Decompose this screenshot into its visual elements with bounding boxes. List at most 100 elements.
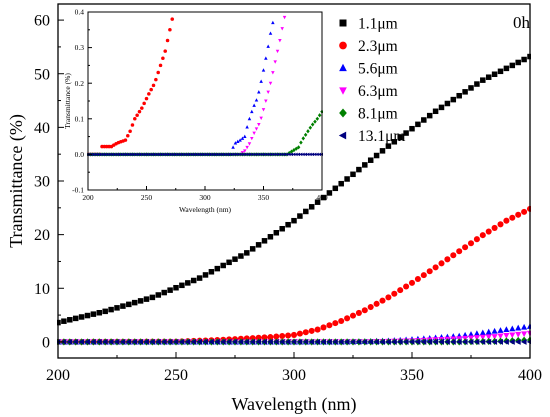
inset-point-6-3m: [254, 127, 259, 131]
main-point-1-1m: [67, 317, 73, 323]
main-point-2-3m: [379, 297, 386, 304]
main-point-13-1m: [101, 338, 108, 345]
inset-point-13-1m: [238, 152, 242, 157]
main-point-13-1m: [503, 338, 509, 345]
main-point-1-1m: [131, 299, 138, 306]
main-point-13-1m: [249, 338, 256, 345]
inset-point-13-1m: [165, 152, 169, 157]
main-point-2-3m: [391, 290, 398, 297]
legend-label: 6.3μm: [358, 83, 398, 100]
main-point-2-3m: [385, 294, 392, 301]
main-point-2-3m: [255, 334, 262, 341]
inset-point-13-1m: [139, 152, 144, 157]
main-point-2-3m: [290, 331, 298, 338]
inset-point-6-3m: [266, 90, 270, 95]
inset-point-5-6m: [252, 103, 256, 107]
inset-point-13-1m: [287, 152, 291, 157]
inset-point-13-1m: [132, 152, 137, 157]
main-point-13-1m: [178, 338, 185, 345]
inset-point-13-1m: [114, 152, 118, 157]
main-point-13-1m: [166, 338, 173, 345]
inset-point-13-1m: [151, 152, 155, 157]
inset-point-13-1m: [203, 152, 207, 157]
main-point-13-1m: [408, 338, 415, 345]
main-point-6-3m: [497, 333, 504, 340]
main-x-tick-label: 250: [164, 367, 188, 384]
main-point-13-1m: [514, 338, 521, 345]
inset-point-2-3m: [140, 106, 144, 110]
main-point-6-3m: [491, 334, 498, 340]
inset-point-13-1m: [226, 152, 230, 157]
inset-point-8-1m: [296, 145, 301, 150]
main-point-1-1m: [202, 272, 209, 278]
main-point-13-1m: [326, 338, 332, 345]
inset-point-13-1m: [221, 152, 226, 157]
main-point-2-3m: [338, 317, 345, 325]
inset-point-13-1m: [109, 152, 113, 157]
main-point-13-1m: [196, 338, 203, 345]
inset-y-tick-label: 0.3: [75, 43, 85, 52]
main-point-5-6m: [491, 327, 498, 334]
inset-point-13-1m: [97, 152, 102, 157]
main-point-13-1m: [290, 338, 297, 345]
main-point-2-3m: [349, 312, 357, 319]
main-point-13-1m: [479, 338, 486, 345]
main-point-2-3m: [344, 315, 351, 322]
main-point-13-1m: [190, 338, 197, 345]
main-point-2-3m: [397, 287, 404, 294]
inset-point-5-6m: [271, 20, 275, 25]
main-point-1-1m: [491, 71, 498, 78]
inset-point-13-1m: [266, 152, 270, 157]
main-point-1-1m: [521, 56, 527, 63]
inset-y-tick-label: 0.4: [75, 8, 85, 17]
inset-point-13-1m: [245, 152, 249, 157]
inset-point-8-1m: [289, 149, 294, 154]
main-point-1-1m: [120, 303, 126, 309]
inset-point-5-6m: [238, 138, 242, 142]
inset-point-13-1m: [130, 152, 134, 157]
legend-marker: [339, 108, 347, 118]
inset-point-6-3m: [261, 108, 266, 112]
inset-point-6-3m: [245, 145, 249, 150]
inset-point-13-1m: [228, 152, 233, 157]
inset-point-13-1m: [158, 152, 162, 157]
main-point-2-3m: [420, 272, 427, 279]
main-x-tick-label: 400: [518, 367, 542, 384]
main-point-13-1m: [343, 338, 350, 345]
main-point-13-1m: [208, 338, 214, 345]
inset-point-6-3m: [275, 49, 280, 54]
main-point-13-1m: [432, 338, 439, 345]
main-point-1-1m: [503, 65, 510, 72]
inset-point-13-1m: [284, 152, 289, 157]
main-point-6-3m: [473, 335, 480, 341]
inset-point-5-6m: [268, 31, 273, 35]
main-point-1-1m: [403, 130, 409, 136]
main-point-13-1m: [202, 338, 208, 345]
inset-point-2-3m: [135, 113, 139, 117]
inset-point-5-6m: [233, 141, 238, 145]
inset-y-axis-label: Transmittance (%): [63, 73, 72, 129]
main-y-tick-label: 60: [34, 13, 50, 30]
inset-point-13-1m: [261, 152, 265, 157]
inset-x-tick-label: 250: [141, 193, 153, 202]
inset-point-13-1m: [252, 152, 256, 157]
main-point-1-1m: [244, 250, 250, 256]
main-point-1-1m: [161, 289, 167, 296]
inset-background: [88, 12, 322, 190]
legend-label: 13.1μm: [358, 128, 406, 145]
main-point-2-3m: [432, 264, 439, 271]
main-point-13-1m: [426, 338, 433, 345]
main-point-2-3m: [479, 232, 486, 239]
main-point-13-1m: [219, 338, 226, 345]
main-point-13-1m: [420, 338, 427, 345]
main-y-tick-label: 40: [34, 120, 50, 137]
inset-y-tick-label: -0.1: [72, 186, 84, 195]
inset-point-13-1m: [303, 152, 308, 157]
main-point-2-3m: [491, 224, 498, 231]
main-point-1-1m: [96, 309, 103, 316]
inset-point-6-3m: [264, 99, 268, 103]
inset-point-13-1m: [102, 152, 106, 157]
inset-point-13-1m: [128, 152, 132, 157]
inset-point-2-3m: [147, 92, 151, 96]
main-point-13-1m: [444, 338, 450, 345]
